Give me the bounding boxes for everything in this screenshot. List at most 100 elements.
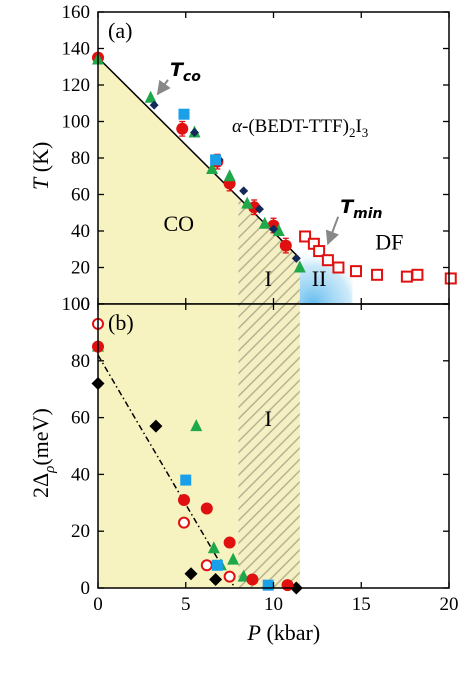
x-axis-symbol: P xyxy=(247,620,261,645)
panel-a-annotations: Tco Tmin xyxy=(156,59,383,246)
panel-a-data-points xyxy=(92,51,457,285)
data-point-navy-diamond xyxy=(269,224,278,234)
panel-b-region-labels: I xyxy=(265,406,272,431)
data-point-black-diamond xyxy=(184,567,198,581)
panel-b-x-ticks: 0 5 10 15 20 xyxy=(93,304,459,615)
data-point-green-triangle xyxy=(227,552,240,565)
y-tick-label: 120 xyxy=(62,75,91,96)
data-point-red-filled-circle xyxy=(279,239,292,252)
y-tick-label: 40 xyxy=(71,221,90,242)
data-point-black-diamond xyxy=(209,572,223,586)
x-tick-label: 5 xyxy=(181,594,191,615)
panel-b-y-axis-label: 2Δρ(meV) xyxy=(28,408,58,498)
compound-main: (BEDT-TTF) xyxy=(248,116,349,137)
y-tick-label: 60 xyxy=(71,408,90,429)
annotation-t-min: Tmin xyxy=(340,196,382,222)
annotation-t-co: Tco xyxy=(170,59,201,85)
x-tick-label: 15 xyxy=(352,594,371,615)
data-point-navy-diamond xyxy=(149,100,159,110)
data-point-red-open-circle xyxy=(177,516,190,529)
co-phase-region xyxy=(98,57,239,304)
data-point-navy-diamond xyxy=(190,127,200,137)
data-point-red-filled-circle xyxy=(200,502,213,515)
data-point-green-triangle xyxy=(190,419,203,432)
co-phase-region-b xyxy=(98,304,239,588)
data-point-red-filled-circle xyxy=(246,573,259,586)
hatched-region-i-b xyxy=(238,304,300,588)
compound-mid: I xyxy=(355,116,361,137)
data-point-green-triangle xyxy=(206,161,219,174)
region-label-df: DF xyxy=(375,229,403,254)
data-point-blue-square xyxy=(180,474,192,486)
data-point-green-triangle xyxy=(144,90,157,103)
x-tick-label: 0 xyxy=(93,594,103,615)
y-tick-label: 100 xyxy=(62,294,91,315)
data-point-red-open-square xyxy=(332,261,345,274)
data-point-red-filled-circle xyxy=(176,122,189,135)
hatched-region-i xyxy=(238,197,300,304)
y-axis-symbol: T xyxy=(28,176,53,190)
y-tick-label: 80 xyxy=(71,148,90,169)
data-point-green-triangle xyxy=(223,169,236,182)
panel-b: 0 20 40 60 80 100 0 5 10 15 20 (b) 2Δρ(meV) I P (… xyxy=(28,294,459,645)
data-point-red-open-square xyxy=(349,265,362,278)
data-point-navy-diamond xyxy=(254,204,264,214)
panel-b-data-points xyxy=(91,317,303,595)
data-point-navy-diamond xyxy=(239,186,249,196)
compound-sub1: 2 xyxy=(349,125,356,140)
y-tick-label: 60 xyxy=(71,185,90,206)
panel-b-label: (b) xyxy=(108,310,134,335)
panel-b-y-ticks: 0 20 40 60 80 100 xyxy=(62,294,449,599)
data-point-green-triangle xyxy=(207,541,220,554)
y-tick-label: 140 xyxy=(62,39,91,60)
gap-symbol: 2Δ xyxy=(28,473,53,498)
data-point-navy-diamond xyxy=(291,253,301,263)
panel-b-shading xyxy=(98,304,300,588)
data-point-red-open-square xyxy=(400,270,413,283)
x-axis-unit: (kbar) xyxy=(261,620,320,645)
data-point-green-triangle xyxy=(272,224,285,236)
compound-label: α-(BEDT-TTF)2I3 xyxy=(232,116,368,140)
y-tick-label: 20 xyxy=(71,258,90,279)
compound-prefix: α- xyxy=(232,116,248,137)
data-point-red-filled-circle xyxy=(223,536,236,549)
y-tick-label: 0 xyxy=(81,578,91,599)
data-point-red-filled-circle xyxy=(177,493,190,506)
y-tick-label: 80 xyxy=(71,351,90,372)
data-point-green-triangle xyxy=(293,260,306,273)
data-point-red-open-square xyxy=(321,254,334,267)
data-point-red-open-square xyxy=(411,268,424,281)
data-point-red-open-circle xyxy=(223,570,236,583)
gap-subscript: ρ xyxy=(42,466,58,474)
panel-a-x-ticks xyxy=(97,12,450,304)
y-tick-label: 0 xyxy=(81,294,91,315)
region-label-ii: II xyxy=(312,266,327,291)
data-point-red-open-square xyxy=(371,268,384,281)
x-axis-label: P (kbar) xyxy=(247,620,321,645)
annotation-arrow xyxy=(156,79,171,96)
panel-a-label: (a) xyxy=(108,18,132,43)
data-point-blue-square xyxy=(210,154,222,166)
y-tick-label: 160 xyxy=(62,2,91,23)
compound-sub2: 3 xyxy=(362,125,369,140)
region-label-i: I xyxy=(265,266,272,291)
annotation-arrow xyxy=(325,216,340,246)
data-point-blue-square xyxy=(262,579,274,591)
data-point-red-open-square xyxy=(444,272,457,285)
data-point-red-open-circle xyxy=(200,559,213,572)
y-tick-label: 20 xyxy=(71,521,90,542)
y-axis-unit: (K) xyxy=(28,142,53,178)
region-label-co: CO xyxy=(163,211,194,236)
y-tick-label: 40 xyxy=(71,464,90,485)
data-point-red-open-square xyxy=(299,230,312,243)
panel-a-y-ticks: 0 20 40 60 80 100 120 140 160 xyxy=(62,2,449,315)
data-point-black-diamond xyxy=(149,419,163,433)
data-point-green-triangle xyxy=(258,216,271,229)
region-label-i: I xyxy=(265,406,272,431)
data-point-red-open-square xyxy=(313,245,326,258)
panel-a-shading xyxy=(98,57,353,304)
data-point-blue-square xyxy=(178,108,190,120)
